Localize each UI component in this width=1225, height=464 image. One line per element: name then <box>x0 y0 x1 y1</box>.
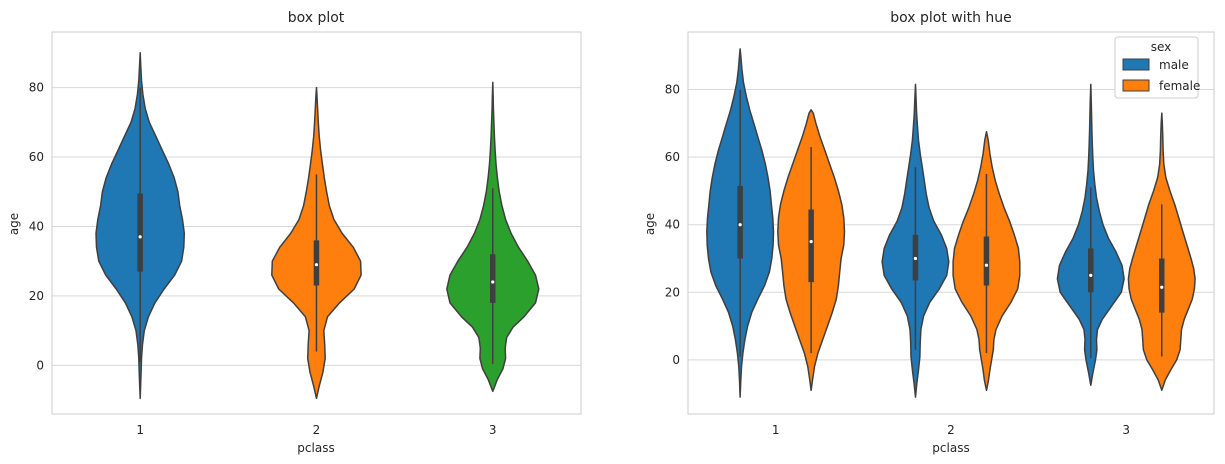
y-tick-label: 60 <box>29 150 44 164</box>
legend-swatch-female <box>1122 79 1150 92</box>
chart-title: box plot <box>288 10 345 26</box>
y-tick-label: 20 <box>29 289 44 303</box>
y-tick-label: 20 <box>665 285 680 299</box>
x-tick-label: 2 <box>947 423 955 437</box>
x-tick-label: 3 <box>489 423 497 437</box>
y-tick-label: 40 <box>665 218 680 232</box>
violin-median <box>138 235 142 239</box>
x-tick-label: 2 <box>313 423 321 437</box>
violin-median <box>1160 285 1164 289</box>
violin-median <box>738 223 742 227</box>
legend-label-female: female <box>1159 79 1200 93</box>
chart-box-plot-with-hue: 0 20 40 60 80 1 2 3 box plot with hue pclass ag… <box>643 10 1215 455</box>
y-tick-label: 80 <box>665 82 680 96</box>
legend-title: sex <box>1151 40 1172 54</box>
y-axis-label: age <box>643 213 657 235</box>
y-tick-label: 0 <box>36 358 44 372</box>
x-tick-label: 1 <box>136 423 144 437</box>
y-tick-label: 0 <box>672 353 680 367</box>
y-tick-label: 60 <box>665 150 680 164</box>
y-tick-label: 40 <box>29 219 44 233</box>
x-tick-label: 1 <box>772 423 780 437</box>
legend-swatch-male <box>1122 58 1150 71</box>
legend-label-male: male <box>1159 58 1189 72</box>
violin-median <box>314 263 319 267</box>
violin-median <box>1089 273 1093 277</box>
violin-median <box>913 256 918 261</box>
plot-frame <box>51 31 582 415</box>
chart-title: box plot with hue <box>890 10 1012 26</box>
x-axis-label: pclass <box>932 441 969 455</box>
y-tick-label: 80 <box>29 81 44 95</box>
violin-median <box>984 263 989 267</box>
violin-median <box>491 280 495 284</box>
legend: sex male female <box>1114 36 1200 99</box>
y-axis-label: age <box>7 213 21 235</box>
x-tick-label: 3 <box>1122 423 1130 437</box>
chart-box-plot: 0 20 40 60 80 1 2 3 box plot pclass age <box>7 10 582 455</box>
violin-median <box>809 239 813 244</box>
x-axis-label: pclass <box>297 441 334 455</box>
plot-frame <box>687 31 1215 415</box>
